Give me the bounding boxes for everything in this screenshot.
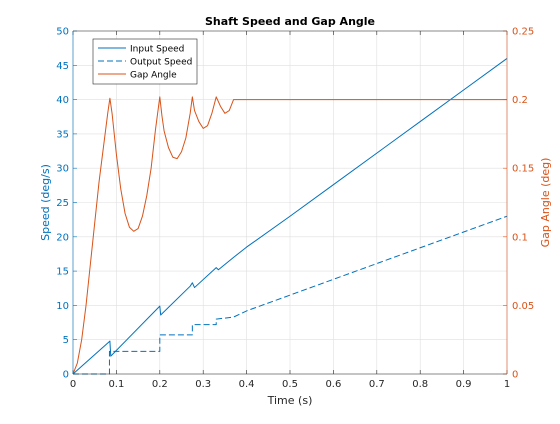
y-left-tick-label: 25 <box>56 198 69 209</box>
y-right-tick-label: 0.1 <box>512 232 528 243</box>
x-tick-label: 0.6 <box>325 379 341 390</box>
series-layer <box>72 58 508 375</box>
x-tick-label: 0.3 <box>195 379 211 390</box>
chart-title: Shaft Speed and Gap Angle <box>205 15 375 28</box>
x-tick-label: 0.2 <box>152 379 168 390</box>
y-left-tick-label: 15 <box>56 267 69 278</box>
x-axis-label: Time (s) <box>267 394 313 407</box>
y-right-tick-label: 0 <box>512 370 518 381</box>
x-tick-label: 0.7 <box>369 379 385 390</box>
y-right-tick-label: 0.15 <box>512 164 534 175</box>
legend-label: Input Speed <box>130 45 184 55</box>
x-tick-label: 0.4 <box>239 379 255 390</box>
x-tick-label: 0.1 <box>108 379 124 390</box>
y-left-tick-label: 30 <box>56 164 69 175</box>
y-left-tick-label: 20 <box>56 232 69 243</box>
y-right-axis-label: Gap Angle (deg) <box>539 158 552 248</box>
series-line-input-speed <box>72 58 508 375</box>
y-left-tick-label: 50 <box>56 27 69 38</box>
series-line-output-speed <box>73 215 508 375</box>
y-left-tick-label: 45 <box>56 61 69 72</box>
y-left-tick-label: 0 <box>63 370 69 381</box>
x-tick-label: 0.8 <box>412 379 428 390</box>
legend: Input Speed Output Speed Gap Angle <box>92 38 198 85</box>
series-line-gap-angle <box>72 96 507 375</box>
x-tick-label: 1 <box>504 379 510 390</box>
y-left-axis-label: Speed (deg/s) <box>39 164 52 241</box>
y-right-tick-label: 0.25 <box>512 27 534 38</box>
axes: 0 0.1 0.2 0.3 0.4 0.5 0.6 0.7 0.8 0.9 105101520253… <box>56 27 534 391</box>
y-right-tick-label: 0.05 <box>512 301 534 312</box>
legend-label: Gap Angle <box>130 71 177 81</box>
y-right-tick-label: 0.2 <box>512 95 528 106</box>
y-left-tick-label: 40 <box>56 95 69 106</box>
y-left-tick-label: 10 <box>56 301 69 312</box>
x-tick-label: 0 <box>70 379 76 390</box>
y-left-tick-label: 35 <box>56 129 69 140</box>
x-tick-label: 0.9 <box>456 379 472 390</box>
legend-label: Output Speed <box>130 58 192 68</box>
y-left-tick-label: 5 <box>63 335 69 346</box>
x-tick-label: 0.5 <box>282 379 298 390</box>
